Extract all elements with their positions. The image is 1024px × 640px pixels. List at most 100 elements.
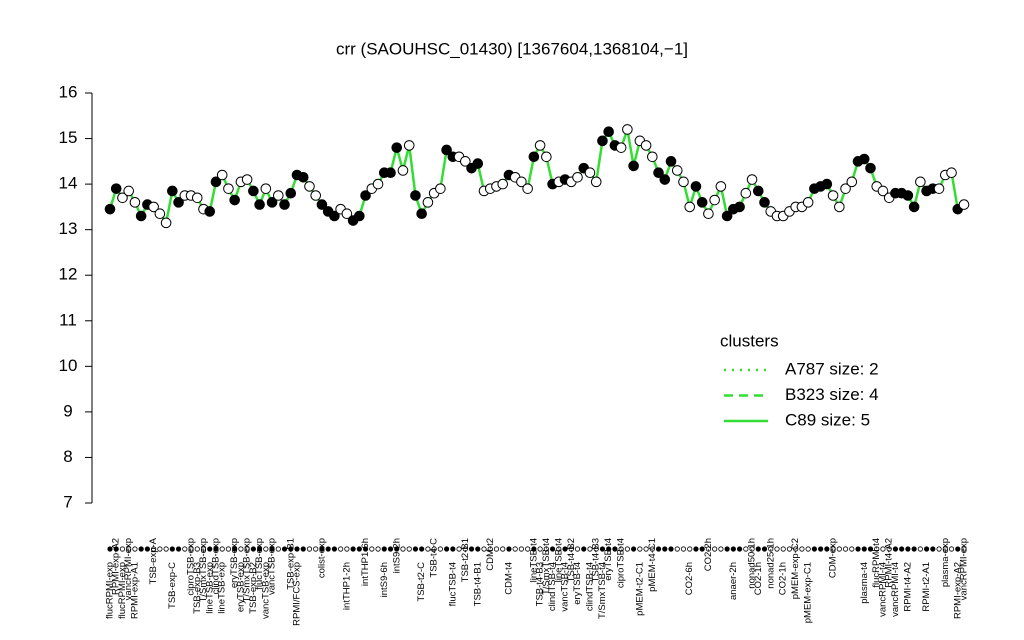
data-point	[915, 176, 926, 188]
sample-label-top: flucRPMI-t4	[871, 538, 882, 588]
sample-label-top: TSB-t4-C	[429, 538, 440, 578]
sample-label-top: flucTSB-exp	[254, 538, 265, 590]
sample-label-top: eryTSB-t4	[603, 538, 614, 581]
sample-label-top: CDM-t2	[485, 538, 496, 571]
rug-dot	[175, 546, 182, 552]
data-point	[266, 197, 278, 208]
sample-label-bottom: eryTSB-exp	[235, 562, 246, 612]
data-point	[435, 183, 446, 194]
data-point	[279, 199, 290, 210]
rug-dot	[294, 546, 300, 552]
rug-dot	[537, 546, 543, 552]
rug-dot	[606, 546, 612, 552]
rug-dot	[525, 546, 531, 552]
data-point	[173, 197, 184, 208]
data-point	[846, 176, 858, 188]
legend-label: B323 size: 4	[785, 385, 879, 404]
sample-label-bottom: flucRPMI-exp	[117, 562, 128, 619]
data-point	[590, 176, 602, 188]
data-point	[603, 126, 614, 138]
sample-label-bottom: TSB-t4-B3	[535, 562, 546, 606]
sample-label-bottom: T/SmxTSB-t4	[597, 562, 608, 619]
rug-dot	[649, 546, 655, 552]
rug-dot	[493, 546, 500, 552]
rug-dot	[736, 546, 743, 552]
legend-label: C89 size: 5	[785, 410, 870, 429]
rug-dot	[313, 546, 319, 552]
rug-dot	[225, 546, 232, 552]
data-point	[834, 201, 845, 213]
rug-dot	[207, 546, 213, 552]
sample-label-bottom: RPMI-exp-A1	[129, 562, 140, 619]
data-point	[759, 197, 770, 208]
rug-dot	[942, 546, 948, 552]
data-point	[671, 165, 683, 176]
data-point	[310, 190, 322, 201]
sample-label-bottom: RPMI-t2-A1	[921, 562, 932, 612]
y-tick-label: 14	[59, 174, 78, 193]
data-point	[721, 210, 733, 222]
rug-dot	[387, 546, 394, 552]
rug-dot	[144, 546, 151, 552]
rug-dot	[250, 546, 256, 552]
legend-title: clusters	[720, 331, 779, 350]
rug-dot	[712, 546, 718, 552]
data-point	[110, 183, 122, 194]
rug-dot	[306, 546, 313, 552]
rug-dot	[456, 546, 462, 552]
rug-dot	[132, 546, 138, 552]
data-point	[129, 197, 141, 208]
data-point	[858, 153, 870, 165]
rug-dot	[375, 546, 381, 552]
data-point	[104, 203, 116, 215]
rug-dot	[244, 546, 250, 552]
data-point	[746, 174, 758, 185]
data-point	[528, 151, 540, 163]
data-point	[360, 190, 371, 201]
data-point	[410, 190, 421, 201]
data-point	[460, 156, 471, 167]
rug-dot	[799, 546, 805, 552]
rug-dot	[369, 546, 375, 552]
sample-label-top: CDM-exp	[828, 538, 839, 578]
data-point	[734, 201, 745, 213]
rug-dot	[169, 546, 175, 552]
data-point	[397, 165, 409, 176]
rug-dot	[481, 546, 487, 552]
sample-label-top: RPMI-exp-A2	[111, 538, 122, 595]
sample-label-top: intTHP1-6h	[360, 538, 371, 586]
data-point	[216, 169, 228, 181]
rug-dot	[381, 546, 387, 552]
rug-dot	[836, 546, 842, 552]
sample-label-top: plasma-exp	[940, 538, 951, 587]
data-point	[597, 135, 608, 147]
data-point	[665, 156, 677, 167]
rug-dot	[200, 546, 207, 552]
rug-dot	[631, 546, 637, 552]
sample-label-bottom: RPMI-t4-A2	[902, 562, 913, 612]
sample-label-bottom: RPMI/FCS-exp	[292, 562, 303, 626]
data-point	[821, 178, 833, 190]
rug-dot	[923, 546, 930, 552]
rug-dot	[194, 546, 200, 552]
rug-dot	[755, 546, 761, 552]
data-point	[341, 208, 353, 220]
rug-dot	[930, 546, 936, 552]
rug-dot	[362, 546, 369, 552]
rug-dot	[805, 546, 811, 552]
rug-dot	[867, 546, 874, 552]
rug-dot	[780, 546, 786, 552]
rug-dot	[425, 546, 431, 552]
sample-label-top: RPMI-t4-A2	[884, 538, 895, 588]
data-point	[541, 151, 552, 163]
data-point	[167, 185, 178, 197]
rug-dot	[948, 546, 955, 552]
rug-dot	[961, 546, 967, 552]
rug-dot	[574, 546, 581, 552]
sample-label-top: vancTSB-exp	[267, 538, 278, 595]
sample-label-bottom: plasma-t4	[859, 562, 870, 604]
sample-label-top: TSB-t2-B1	[460, 538, 471, 582]
rug-dot	[643, 546, 649, 552]
sample-label-top: colist-exp	[316, 538, 327, 578]
sample-label-bottom: flucRPMI-exp	[105, 562, 116, 619]
